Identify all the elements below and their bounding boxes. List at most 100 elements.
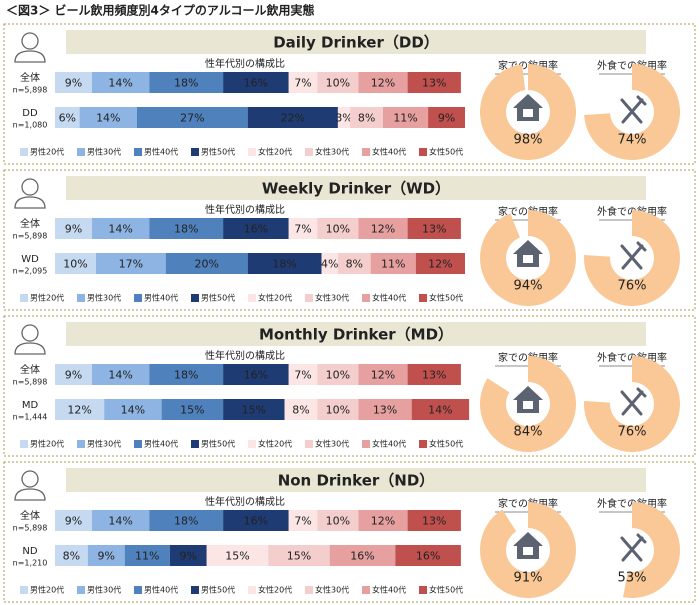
- bar-segment: [415, 253, 465, 274]
- person-icon: [14, 196, 46, 209]
- row-label: 全体: [20, 363, 40, 376]
- sample-size: n=1,444: [13, 413, 48, 422]
- bar-value-label: 10%: [326, 369, 350, 382]
- bar-value-label: 14%: [121, 404, 145, 417]
- legend-label: 男性40代: [144, 439, 178, 449]
- bar-segment: [169, 545, 207, 566]
- legend-label: 女性30代: [315, 293, 349, 303]
- legend-label: 女性30代: [315, 147, 349, 157]
- legend-label: 男性20代: [30, 439, 64, 449]
- sample-size: n=5,898: [13, 86, 48, 95]
- bar-value-label: 9%: [65, 515, 82, 528]
- legend-label: 男性30代: [87, 293, 121, 303]
- bar-segment: [358, 510, 408, 531]
- bar-segment: [268, 545, 330, 566]
- bar-value-label: 12%: [371, 369, 395, 382]
- bar-value-label: 15%: [180, 404, 204, 417]
- bar-segment: [288, 510, 318, 531]
- bar-segment: [87, 545, 125, 566]
- bar-value-label: 7%: [294, 77, 311, 90]
- legend-label: 男性40代: [144, 293, 178, 303]
- chart-subtitle: 性年代別の構成比: [205, 495, 285, 508]
- bar-segment: [317, 72, 359, 93]
- legend-swatch: [248, 148, 256, 156]
- chart-subtitle: 性年代別の構成比: [205, 203, 285, 216]
- row-label: DD: [22, 108, 38, 119]
- sample-size: n=5,898: [13, 232, 48, 241]
- bar-segment: [79, 107, 137, 128]
- person-icon: [14, 488, 46, 501]
- legend-label: 女性30代: [315, 439, 349, 449]
- panel-title: Weekly Drinker（WD）: [262, 180, 450, 198]
- bar-value-label: 12%: [371, 515, 395, 528]
- legend-swatch: [419, 586, 427, 594]
- sample-size: n=1,080: [13, 121, 48, 130]
- bar-segment: [288, 218, 318, 239]
- bar-value-label: 16%: [244, 515, 268, 528]
- legend-swatch: [77, 440, 85, 448]
- bar-segment: [55, 218, 92, 239]
- bar-segment: [137, 107, 248, 128]
- panel-border: [3, 315, 696, 457]
- bar-value-label: 10%: [63, 258, 87, 271]
- donut-value-label: 98%: [514, 133, 543, 148]
- donut-value-label: 76%: [618, 279, 647, 294]
- bar-value-label: 12%: [428, 258, 452, 271]
- legend-label: 男性50代: [201, 439, 235, 449]
- bar-value-label: 7%: [294, 515, 311, 528]
- bar-value-label: 27%: [180, 112, 204, 125]
- chart-subtitle: 性年代別の構成比: [205, 57, 285, 70]
- legend-label: 女性50代: [429, 147, 463, 157]
- bar-segment: [55, 107, 80, 128]
- row-label: 全体: [20, 71, 40, 84]
- legend-swatch: [134, 440, 142, 448]
- bar-segment: [358, 218, 408, 239]
- bar-value-label: 7%: [294, 223, 311, 236]
- bar-segment: [317, 364, 359, 385]
- person-icon: [21, 470, 39, 488]
- row-label: WD: [21, 254, 39, 265]
- legend-label: 女性20代: [258, 585, 292, 595]
- panel-title-band: [66, 30, 646, 54]
- legend-label: 男性30代: [87, 585, 121, 595]
- bar-value-label: 4%: [321, 258, 338, 271]
- legend-label: 女性30代: [315, 585, 349, 595]
- home-icon: [513, 386, 543, 413]
- donut-arc: [623, 502, 681, 599]
- bar-value-label: 22%: [281, 112, 305, 125]
- bar-value-label: 16%: [416, 550, 440, 563]
- bar-value-label: 3%: [335, 112, 352, 125]
- legend-swatch: [248, 440, 256, 448]
- panel-title: Non Drinker（ND）: [278, 472, 435, 490]
- legend-swatch: [77, 586, 85, 594]
- panel-title-band: [66, 176, 646, 200]
- bar-value-label: 18%: [174, 77, 198, 90]
- bar-segment: [395, 545, 461, 566]
- bar-segment: [124, 545, 170, 566]
- home-window: [523, 109, 533, 117]
- bar-segment: [55, 72, 92, 93]
- home-icon: [513, 532, 543, 559]
- legend-swatch: [134, 586, 142, 594]
- bar-segment: [149, 364, 224, 385]
- legend-swatch: [362, 294, 370, 302]
- legend-swatch: [20, 148, 28, 156]
- donut-arc: [480, 64, 577, 160]
- bar-segment: [55, 253, 96, 274]
- person-icon: [21, 32, 39, 50]
- bar-segment: [223, 218, 289, 239]
- bar-segment: [91, 72, 150, 93]
- bar-segment: [223, 364, 289, 385]
- bar-segment: [317, 218, 359, 239]
- bar-value-label: 20%: [194, 258, 218, 271]
- donut-arc: [584, 64, 680, 160]
- bar-segment: [317, 399, 359, 420]
- donut-arc: [480, 502, 576, 599]
- legend-swatch: [419, 148, 427, 156]
- bar-value-label: 9%: [438, 112, 455, 125]
- legend-swatch: [191, 148, 199, 156]
- donut-value-label: 91%: [514, 571, 543, 586]
- legend-label: 女性40代: [372, 585, 406, 595]
- bar-value-label: 13%: [422, 77, 446, 90]
- bar-segment: [149, 510, 224, 531]
